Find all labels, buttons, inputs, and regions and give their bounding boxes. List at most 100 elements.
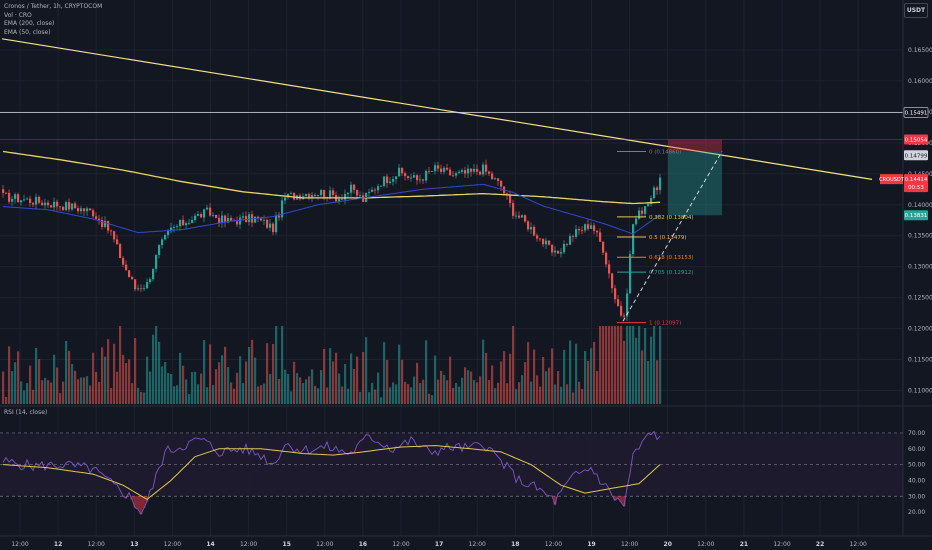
candle-body (443, 167, 446, 172)
volume-bar (455, 382, 458, 404)
volume-bar (254, 357, 257, 404)
volume-bar (497, 382, 500, 404)
x-tick-label: 16 (359, 541, 367, 548)
candle-body (293, 193, 296, 200)
candle-body (221, 215, 224, 223)
x-tick-label: 12:00 (850, 541, 867, 548)
volume-bar (401, 359, 404, 404)
candle-body (383, 176, 386, 186)
candle-body (101, 219, 104, 227)
candle-body (161, 239, 164, 246)
volume-bar (371, 382, 374, 404)
candle-body (578, 229, 581, 231)
volume-bar (14, 362, 17, 404)
currency-button[interactable]: USDT (904, 3, 928, 18)
volume-bar (392, 382, 395, 404)
volume-bar (89, 385, 92, 404)
candle-body (497, 178, 500, 181)
candle-body (653, 187, 656, 199)
volume-bar (533, 349, 536, 404)
volume-bar (164, 362, 167, 404)
volume-bar (431, 395, 434, 404)
y-tick-label: 0.14000 (908, 202, 932, 209)
candle-body (650, 198, 653, 204)
volume-bar (74, 370, 77, 404)
volume-bar (638, 326, 641, 404)
candle-body (80, 208, 83, 212)
y-tick-label: 0.12000 (908, 326, 932, 333)
volume-bar (602, 326, 605, 404)
candle-body (647, 203, 650, 207)
volume-bar (62, 381, 65, 404)
candle-body (272, 223, 275, 233)
volume-bar (599, 326, 602, 404)
price-label: 00:53 (908, 185, 924, 191)
volume-bar (632, 326, 635, 404)
candle-body (236, 221, 239, 225)
legend-ema200[interactable]: EMA (200, close) (4, 20, 55, 27)
volume-bar (323, 349, 326, 404)
candle-body (398, 167, 401, 177)
ema50-line (2, 183, 661, 235)
candle-body (377, 186, 380, 191)
volume-bar (503, 351, 506, 404)
volume-bar (389, 387, 392, 404)
candle-body (422, 179, 425, 181)
volume-bar (500, 361, 503, 404)
volume-bar (569, 340, 572, 404)
candle-body (371, 189, 374, 192)
candle-body (119, 244, 122, 259)
volume-bar (407, 384, 410, 404)
candle-body (344, 194, 347, 200)
volume-bar (320, 370, 323, 404)
rsi-legend[interactable]: RSI (14, close) (4, 409, 48, 416)
candle-body (83, 208, 86, 212)
volume-bar (98, 382, 101, 404)
legend-ema50[interactable]: EMA (50, close) (4, 28, 51, 36)
volume-bar (539, 386, 542, 404)
volume-bar (545, 371, 548, 404)
volume-bar (464, 367, 467, 404)
candle-body (623, 315, 626, 317)
candle-body (488, 171, 491, 174)
volume-bar (383, 342, 386, 404)
candle-body (593, 225, 596, 231)
candle-body (329, 190, 332, 198)
candle-body (581, 230, 584, 232)
volume-bar (143, 392, 146, 404)
candle-body (278, 215, 281, 218)
candle-body (347, 192, 350, 195)
candle-body (554, 250, 557, 253)
candle-body (23, 199, 26, 201)
candle-body (266, 219, 269, 228)
candle-body (608, 264, 611, 274)
candle-body (479, 171, 482, 175)
volume-bar (572, 392, 575, 404)
symbol-title: Cronos / Tether, 1h, CRYPTOCOM (4, 3, 103, 10)
candle-body (539, 238, 542, 240)
x-tick-label: 12:00 (316, 541, 333, 548)
candle-body (152, 268, 155, 280)
volume-bar (17, 351, 20, 404)
fib-level-label: 0.5 (0.13479) (649, 235, 687, 241)
candle-body (338, 198, 341, 202)
volume-bar (119, 326, 122, 404)
candle-body (428, 170, 431, 172)
volume-bar (512, 326, 515, 404)
volume-bar (515, 389, 518, 404)
volume-bar (107, 339, 110, 404)
volume-bar (215, 369, 218, 404)
candle-body (659, 177, 662, 191)
candle-body (2, 189, 5, 193)
candle-body (290, 193, 293, 194)
volume-bar (425, 340, 428, 404)
candle-body (551, 244, 554, 253)
volume-bar (614, 326, 617, 404)
volume-bar (314, 385, 317, 404)
candle-body (14, 194, 17, 199)
legend-volume[interactable]: Vol · CRO (4, 11, 32, 19)
volume-bar (47, 380, 50, 404)
candle-body (563, 243, 566, 253)
volume-bar (449, 356, 452, 404)
